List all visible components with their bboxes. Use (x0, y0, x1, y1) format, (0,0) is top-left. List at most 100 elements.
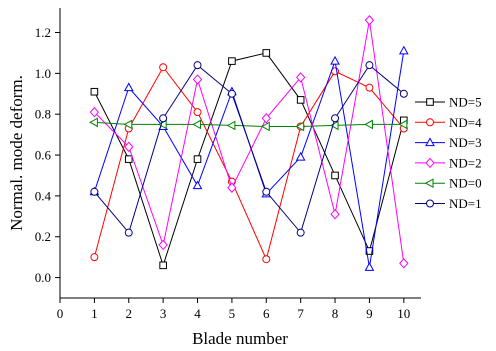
data-point (331, 114, 340, 123)
data-point (192, 180, 203, 190)
data-point (159, 63, 168, 72)
y-tick-label: 0.2 (35, 229, 51, 244)
data-point (261, 121, 270, 132)
x-axis-ticks: 0 1 2 3 4 5 6 7 8 9 10 (57, 298, 410, 321)
legend-item: ND=5 (415, 95, 482, 110)
data-point (296, 228, 305, 237)
plot-area (59, 8, 421, 299)
legend-label: ND=2 (449, 155, 482, 170)
x-tick-label: 0 (57, 306, 64, 321)
series-line (93, 52, 405, 267)
data-point (364, 262, 375, 271)
data-point (364, 119, 373, 130)
data-point (157, 119, 167, 130)
x-tick-label: 5 (229, 306, 236, 321)
legend-label: ND=4 (449, 115, 482, 130)
data-point (261, 113, 271, 124)
data-point (124, 141, 134, 153)
y-tick-label: 0.4 (35, 188, 52, 203)
data-point (295, 121, 305, 132)
data-point (398, 45, 409, 55)
legend: ND=5 ND=4 ND=3 ND=2 ND=0 ND=1 (415, 95, 482, 211)
data-point (124, 228, 133, 237)
data-point (399, 89, 408, 98)
legend-label: ND=1 (449, 196, 482, 211)
y-tick-label: 0.6 (35, 148, 52, 163)
data-point (295, 72, 306, 83)
legend-item: ND=1 (415, 196, 482, 211)
data-point (365, 247, 374, 255)
x-tick-label: 2 (126, 306, 133, 321)
data-point (89, 117, 98, 128)
series-layer (89, 15, 409, 271)
data-point (159, 114, 168, 123)
data-point (90, 253, 99, 262)
legend-label: ND=5 (449, 95, 482, 110)
legend-item: ND=0 (415, 176, 482, 191)
data-point (193, 108, 202, 117)
x-tick-label: 8 (332, 306, 339, 321)
data-point (295, 151, 306, 161)
data-point (158, 239, 168, 251)
data-point (296, 96, 305, 104)
legend-swatch-marker (426, 199, 434, 208)
data-point (262, 49, 271, 57)
legend-swatch-marker (426, 118, 434, 127)
data-point (399, 258, 409, 269)
data-point (192, 74, 203, 85)
legend-item: ND=3 (415, 135, 482, 150)
x-tick-label: 4 (194, 306, 201, 321)
data-point (330, 55, 340, 65)
data-point (227, 182, 237, 193)
data-point (330, 209, 340, 220)
legend-swatch-marker (426, 98, 434, 106)
data-point (124, 155, 133, 163)
legend-swatch-marker (424, 178, 434, 189)
series-nd-0 (89, 117, 408, 132)
legend-label: ND=3 (449, 135, 482, 150)
legend-item: ND=4 (415, 115, 482, 130)
series-line (94, 121, 404, 127)
data-point (90, 187, 99, 196)
series-line (93, 64, 405, 234)
data-point (123, 119, 133, 130)
y-tick-label: 1.2 (35, 25, 51, 40)
data-point (228, 57, 236, 65)
data-point (89, 106, 100, 118)
data-point (90, 87, 99, 96)
legend-label: ND=0 (449, 176, 482, 191)
x-tick-label: 6 (263, 306, 270, 321)
data-point (227, 89, 236, 98)
data-point (226, 120, 236, 131)
data-point (331, 171, 339, 180)
legend-item: ND=2 (415, 155, 482, 170)
x-axis-title: Blade number (192, 329, 288, 348)
series-line (93, 66, 405, 261)
y-axis-ticks: 0.0 0.2 0.4 0.6 0.8 1.0 1.2 (35, 25, 60, 285)
x-tick-label: 10 (397, 306, 410, 321)
series-nd-4 (90, 63, 408, 264)
series-nd-5 (90, 49, 408, 270)
data-point (193, 155, 202, 163)
data-point (364, 15, 375, 26)
data-point (398, 119, 408, 130)
y-axis-title: Normal. mode deform. (7, 75, 26, 231)
legend-swatch-marker (425, 137, 435, 147)
data-point (192, 119, 202, 130)
data-point (262, 255, 271, 264)
x-tick-label: 9 (366, 306, 373, 321)
y-tick-label: 0.0 (35, 270, 51, 285)
data-point (262, 187, 271, 196)
data-point (123, 82, 134, 92)
series-nd-1 (90, 61, 408, 237)
y-tick-label: 0.8 (35, 107, 51, 122)
series-nd-2 (89, 15, 409, 269)
data-point (329, 120, 339, 131)
x-tick-label: 1 (91, 306, 98, 321)
x-tick-label: 7 (297, 306, 304, 321)
data-point (365, 61, 374, 70)
data-point (159, 261, 167, 270)
y-tick-label: 1.0 (35, 66, 51, 81)
data-point (365, 83, 374, 92)
